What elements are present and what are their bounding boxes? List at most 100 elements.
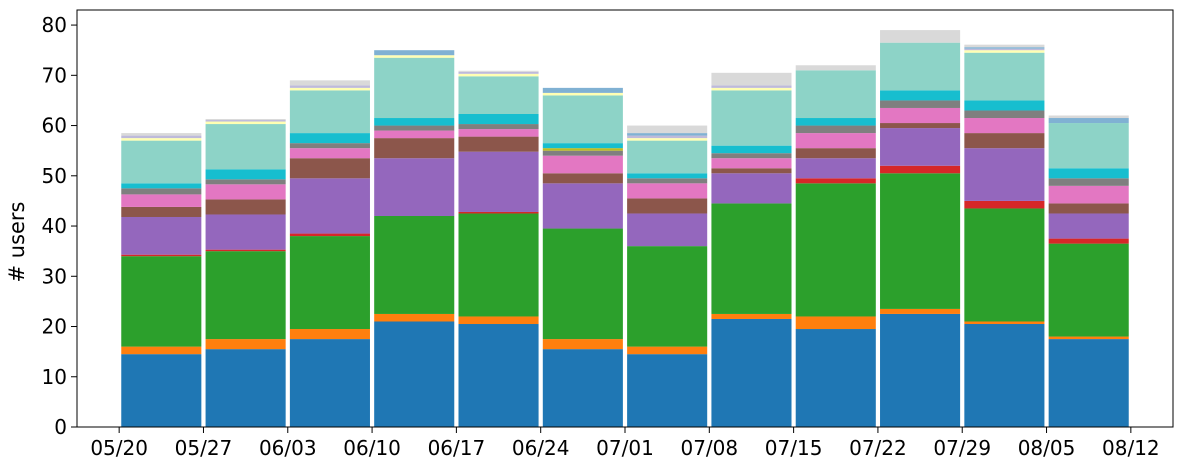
bar-segment bbox=[458, 211, 539, 214]
x-tick-label: 07/08 bbox=[680, 436, 738, 460]
bar-segment bbox=[205, 339, 286, 350]
bar-segment bbox=[964, 321, 1045, 324]
bar-segment bbox=[1048, 336, 1129, 340]
bar-segment bbox=[627, 346, 708, 355]
y-tick-label: 80 bbox=[42, 13, 67, 37]
bar-segment bbox=[121, 140, 202, 184]
bar-segment bbox=[205, 179, 286, 185]
bar-segment bbox=[205, 184, 286, 200]
bar-segment bbox=[458, 73, 539, 77]
bar-segment bbox=[374, 321, 455, 427]
bar-segment bbox=[542, 148, 623, 151]
bar-segment bbox=[711, 72, 792, 86]
bar-segment bbox=[205, 214, 286, 250]
x-tick-label: 05/20 bbox=[90, 436, 148, 460]
bar-segment bbox=[205, 121, 286, 125]
bar-segment bbox=[1048, 185, 1129, 204]
y-tick-label: 0 bbox=[54, 415, 67, 439]
bar-segment bbox=[964, 208, 1045, 322]
bar-segment bbox=[289, 329, 370, 340]
bar-segment bbox=[121, 256, 202, 347]
bar-segment bbox=[374, 138, 455, 159]
bar-segment bbox=[711, 145, 792, 154]
bar-segment bbox=[121, 138, 202, 141]
bar-segment bbox=[374, 118, 455, 126]
bar-segment bbox=[880, 107, 961, 124]
bar-segment bbox=[795, 178, 876, 184]
bar-segment bbox=[289, 80, 370, 86]
bar-segment bbox=[795, 70, 876, 119]
bar-segment bbox=[711, 85, 792, 88]
bar-segment bbox=[289, 90, 370, 134]
bar-segment bbox=[542, 87, 623, 93]
x-tick-label: 07/15 bbox=[765, 436, 823, 460]
bar-segment bbox=[458, 316, 539, 325]
bar-segment bbox=[205, 349, 286, 427]
bar-segment bbox=[458, 129, 539, 137]
bar-segment bbox=[1048, 203, 1129, 214]
bar-segment bbox=[795, 125, 876, 134]
bar-segment bbox=[795, 183, 876, 317]
bar-segment bbox=[880, 313, 961, 427]
bar-segment bbox=[121, 194, 202, 207]
bar-segment bbox=[1048, 178, 1129, 186]
bar-segment bbox=[374, 125, 455, 131]
x-tick-label: 07/01 bbox=[596, 436, 654, 460]
bar-segment bbox=[205, 124, 286, 170]
y-tick-label: 50 bbox=[42, 164, 67, 188]
x-tick-label: 06/24 bbox=[512, 436, 570, 460]
bar-segment bbox=[964, 50, 1045, 53]
bar-segment bbox=[121, 354, 202, 427]
bar-segment bbox=[795, 118, 876, 126]
y-axis-label: # users bbox=[5, 201, 29, 282]
bar-segment bbox=[880, 123, 961, 129]
y-tick-label: 40 bbox=[42, 214, 67, 238]
bar-segment bbox=[964, 133, 1045, 149]
bar-segment bbox=[880, 30, 961, 43]
bar-segment bbox=[205, 119, 286, 121]
y-tick-label: 30 bbox=[42, 264, 67, 288]
bar-segment bbox=[880, 173, 961, 309]
bar-segment bbox=[964, 44, 1045, 48]
bar-segment bbox=[964, 52, 1045, 101]
x-tick-label: 06/10 bbox=[343, 436, 401, 460]
bar-segment bbox=[627, 354, 708, 427]
bar-segment bbox=[205, 251, 286, 340]
bar-segment bbox=[542, 173, 623, 184]
bar-segment bbox=[205, 249, 286, 252]
bar-segment bbox=[627, 125, 708, 134]
bar-segment bbox=[880, 128, 961, 166]
bar-segment bbox=[205, 120, 286, 122]
x-tick-label: 07/29 bbox=[933, 436, 991, 460]
x-tick-label: 06/17 bbox=[428, 436, 486, 460]
bar-segment bbox=[1048, 118, 1129, 124]
y-tick-label: 70 bbox=[42, 63, 67, 87]
bar-segment bbox=[711, 168, 792, 174]
bar-segment bbox=[458, 71, 539, 74]
bar-segment bbox=[627, 173, 708, 179]
bar-segment bbox=[627, 138, 708, 141]
bar-segment bbox=[880, 165, 961, 174]
bar-segment bbox=[711, 87, 792, 91]
bar-segment bbox=[289, 143, 370, 149]
bar-segment bbox=[880, 100, 961, 108]
x-tick-label: 07/22 bbox=[849, 436, 907, 460]
bar-segment bbox=[121, 216, 202, 255]
bar-segment bbox=[964, 48, 1045, 51]
bar-segment bbox=[627, 133, 708, 136]
bar-segment bbox=[374, 215, 455, 314]
bar-segment bbox=[964, 47, 1045, 49]
bar-segment bbox=[289, 178, 370, 234]
bar-segment bbox=[1048, 168, 1129, 179]
bar-segment bbox=[1048, 238, 1129, 244]
bar-segment bbox=[458, 124, 539, 130]
bar-segment bbox=[627, 246, 708, 347]
bar-segment bbox=[205, 169, 286, 180]
x-tick-label: 08/12 bbox=[1102, 436, 1160, 460]
bar-segment bbox=[289, 87, 370, 91]
bar-segment bbox=[711, 313, 792, 319]
bar-segment bbox=[542, 150, 623, 156]
bar-segment bbox=[627, 135, 708, 139]
bar-segment bbox=[542, 155, 623, 174]
bar-segment bbox=[121, 346, 202, 355]
